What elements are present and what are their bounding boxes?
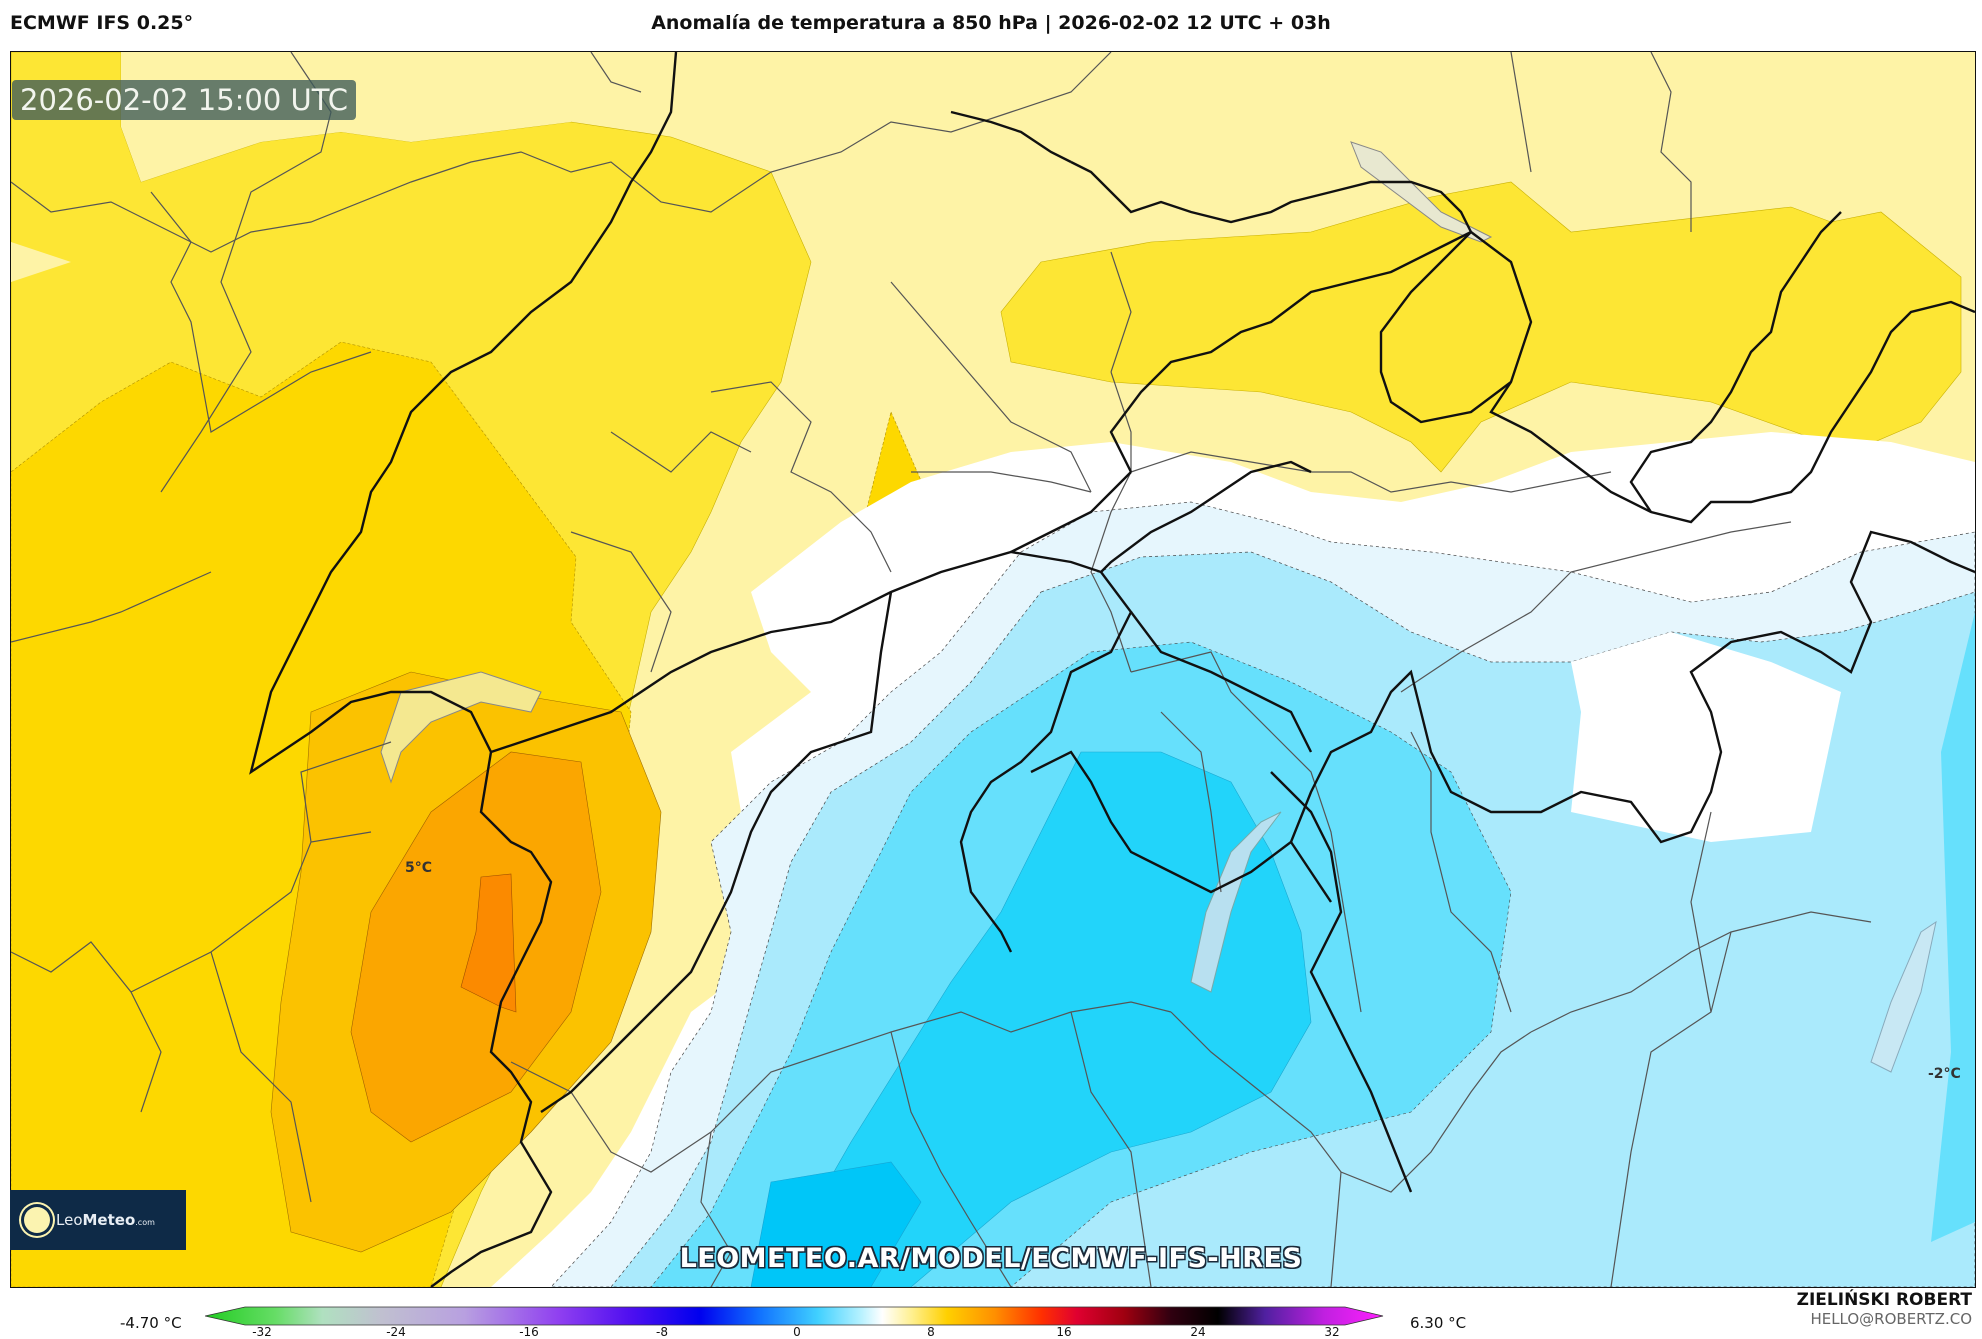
watermark-url: LEOMETEO.AR/MODEL/ECMWF-IFS-HRES: [679, 1243, 1303, 1274]
leometeo-logo[interactable]: LeoMeteo.com: [10, 1190, 186, 1250]
colorbar: [205, 1306, 1384, 1326]
logo-brand-bold: Meteo: [82, 1211, 136, 1229]
tick: -24: [386, 1325, 406, 1339]
sun-icon: [24, 1207, 50, 1233]
valid-time-badge: 2026-02-02 15:00 UTC: [12, 80, 357, 120]
tick: -8: [656, 1325, 668, 1339]
model-name: ECMWF IFS 0.25°: [10, 12, 194, 34]
tick: -16: [519, 1325, 539, 1339]
temperature-anomaly-map: [11, 52, 1975, 1287]
colorbar-max-label: 6.30 °C: [1410, 1314, 1467, 1332]
tick: 0: [793, 1325, 801, 1339]
chart-title: Anomalía de temperatura a 850 hPa | 2026…: [651, 12, 1331, 34]
tick: -32: [252, 1325, 272, 1339]
tick: 32: [1324, 1325, 1340, 1339]
logo-suffix: .com: [135, 1218, 155, 1227]
logo-brand-light: Leo: [56, 1211, 83, 1229]
tick: 24: [1190, 1325, 1206, 1339]
author-name: ZIELIŃSKI ROBERT: [1796, 1290, 1972, 1310]
tick: 8: [927, 1325, 935, 1339]
map-panel[interactable]: [10, 51, 1976, 1288]
author-email[interactable]: HELLO@ROBERTZ.CO: [1810, 1310, 1972, 1328]
contour-label-5c: 5°C: [405, 860, 433, 876]
colorbar-min-label: -4.70 °C: [120, 1314, 182, 1332]
author-credit: ZIELIŃSKI ROBERT HELLO@ROBERTZ.CO: [1797, 1290, 1972, 1328]
contour-label-neg2c: -2°C: [1928, 1066, 1961, 1082]
tick: 16: [1056, 1325, 1072, 1339]
